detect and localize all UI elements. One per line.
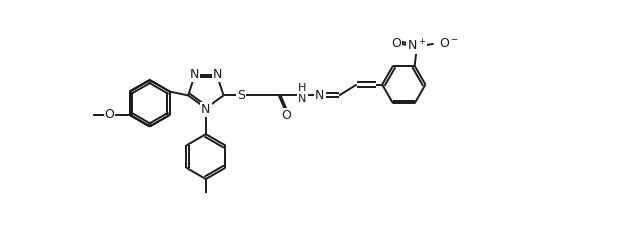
Text: N: N [189, 68, 199, 81]
Text: O$^-$: O$^-$ [438, 37, 459, 50]
Text: H
N: H N [298, 83, 307, 104]
Text: N$^+$: N$^+$ [407, 38, 426, 53]
Text: N: N [315, 89, 324, 102]
Text: S: S [237, 89, 245, 102]
Text: N: N [213, 68, 222, 81]
Text: O: O [281, 109, 291, 122]
Text: N: N [201, 103, 211, 116]
Text: O: O [392, 37, 401, 50]
Text: O: O [104, 108, 115, 121]
